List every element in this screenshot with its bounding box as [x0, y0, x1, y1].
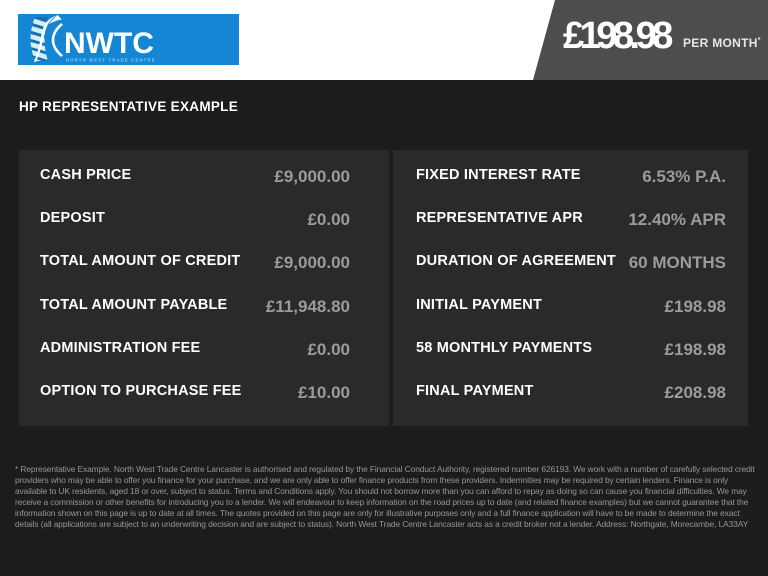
svg-text:NWTC: NWTC — [64, 27, 154, 60]
svg-text:NORTH WEST TRADE CENTRE: NORTH WEST TRADE CENTRE — [66, 58, 156, 63]
